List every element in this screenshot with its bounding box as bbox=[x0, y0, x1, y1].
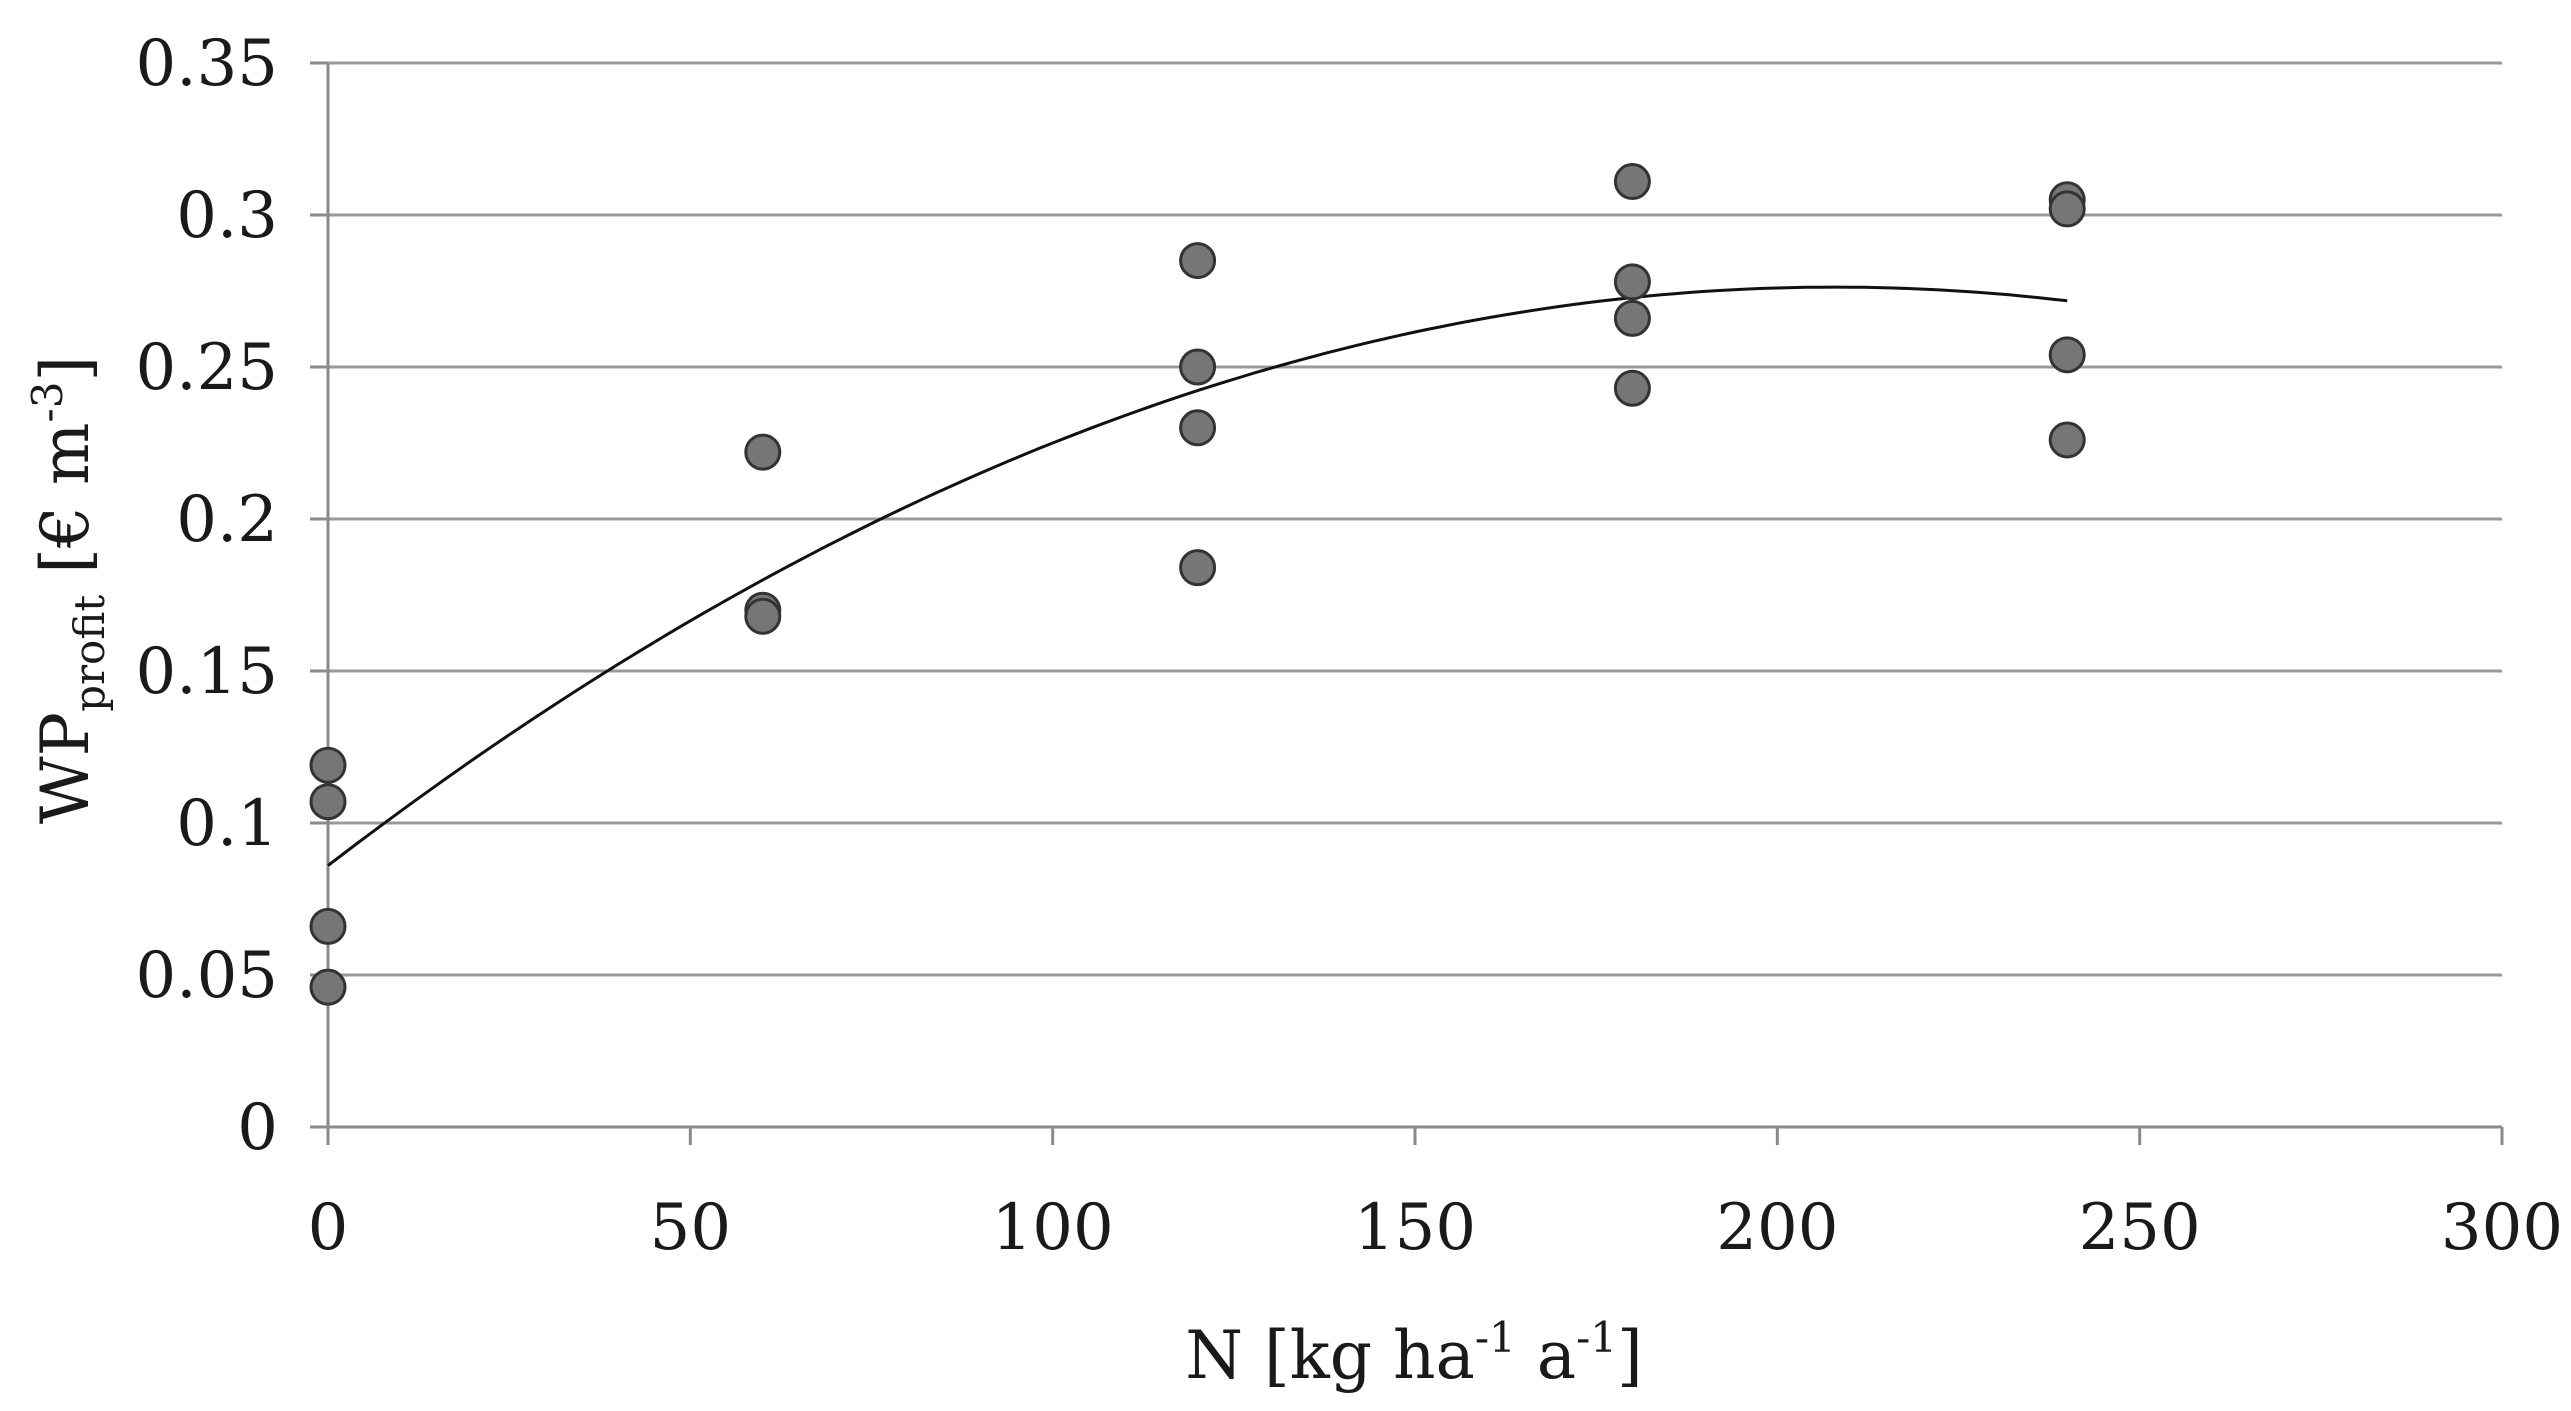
data-point bbox=[309, 746, 347, 784]
trendline bbox=[327, 285, 2068, 867]
x-tick-label: 50 bbox=[650, 1191, 731, 1265]
data-point bbox=[1613, 263, 1651, 301]
data-point bbox=[744, 597, 782, 635]
y-tick-label: 0.15 bbox=[136, 635, 279, 709]
y-tick-label: 0.3 bbox=[176, 179, 278, 253]
data-point bbox=[2048, 190, 2086, 228]
y-tick-label: 0.25 bbox=[136, 331, 279, 405]
data-point bbox=[1179, 348, 1217, 386]
data-point bbox=[309, 783, 347, 821]
y-tick-label: 0 bbox=[237, 1091, 278, 1165]
x-ticks: 0 50 100 150 200 250 300 bbox=[308, 1127, 2563, 1265]
data-point bbox=[2048, 336, 2086, 374]
y-tick-label: 0.2 bbox=[176, 483, 278, 557]
x-tick-label: 0 bbox=[308, 1191, 349, 1265]
x-axis-title: N [kg ha-1 a-1] bbox=[1185, 1313, 1642, 1394]
data-point bbox=[1179, 242, 1217, 280]
y-tick-label: 0.1 bbox=[176, 787, 278, 861]
data-point bbox=[1613, 369, 1651, 407]
gridlines bbox=[328, 61, 2502, 977]
y-ticks: 0 0.05 0.1 0.15 0.2 0.25 0.3 0.35 bbox=[136, 27, 328, 1165]
x-tick-label: 150 bbox=[1354, 1191, 1476, 1265]
axes bbox=[326, 63, 2502, 1129]
data-point bbox=[1613, 299, 1651, 337]
data-point bbox=[1179, 549, 1217, 587]
x-tick-label: 100 bbox=[992, 1191, 1114, 1265]
data-points bbox=[309, 163, 2086, 1006]
data-point bbox=[2048, 421, 2086, 459]
y-axis-title: WPprofit [€ m-3] bbox=[23, 356, 114, 824]
data-point bbox=[309, 968, 347, 1006]
x-tick-label: 250 bbox=[2079, 1191, 2201, 1265]
y-tick-label: 0.05 bbox=[136, 939, 279, 1013]
data-point bbox=[744, 433, 782, 471]
data-point bbox=[1613, 163, 1651, 201]
x-tick-label: 200 bbox=[1716, 1191, 1838, 1265]
y-tick-label: 0.35 bbox=[136, 27, 279, 101]
data-point bbox=[309, 907, 347, 945]
x-tick-label: 300 bbox=[2441, 1191, 2563, 1265]
data-point bbox=[1179, 409, 1217, 447]
